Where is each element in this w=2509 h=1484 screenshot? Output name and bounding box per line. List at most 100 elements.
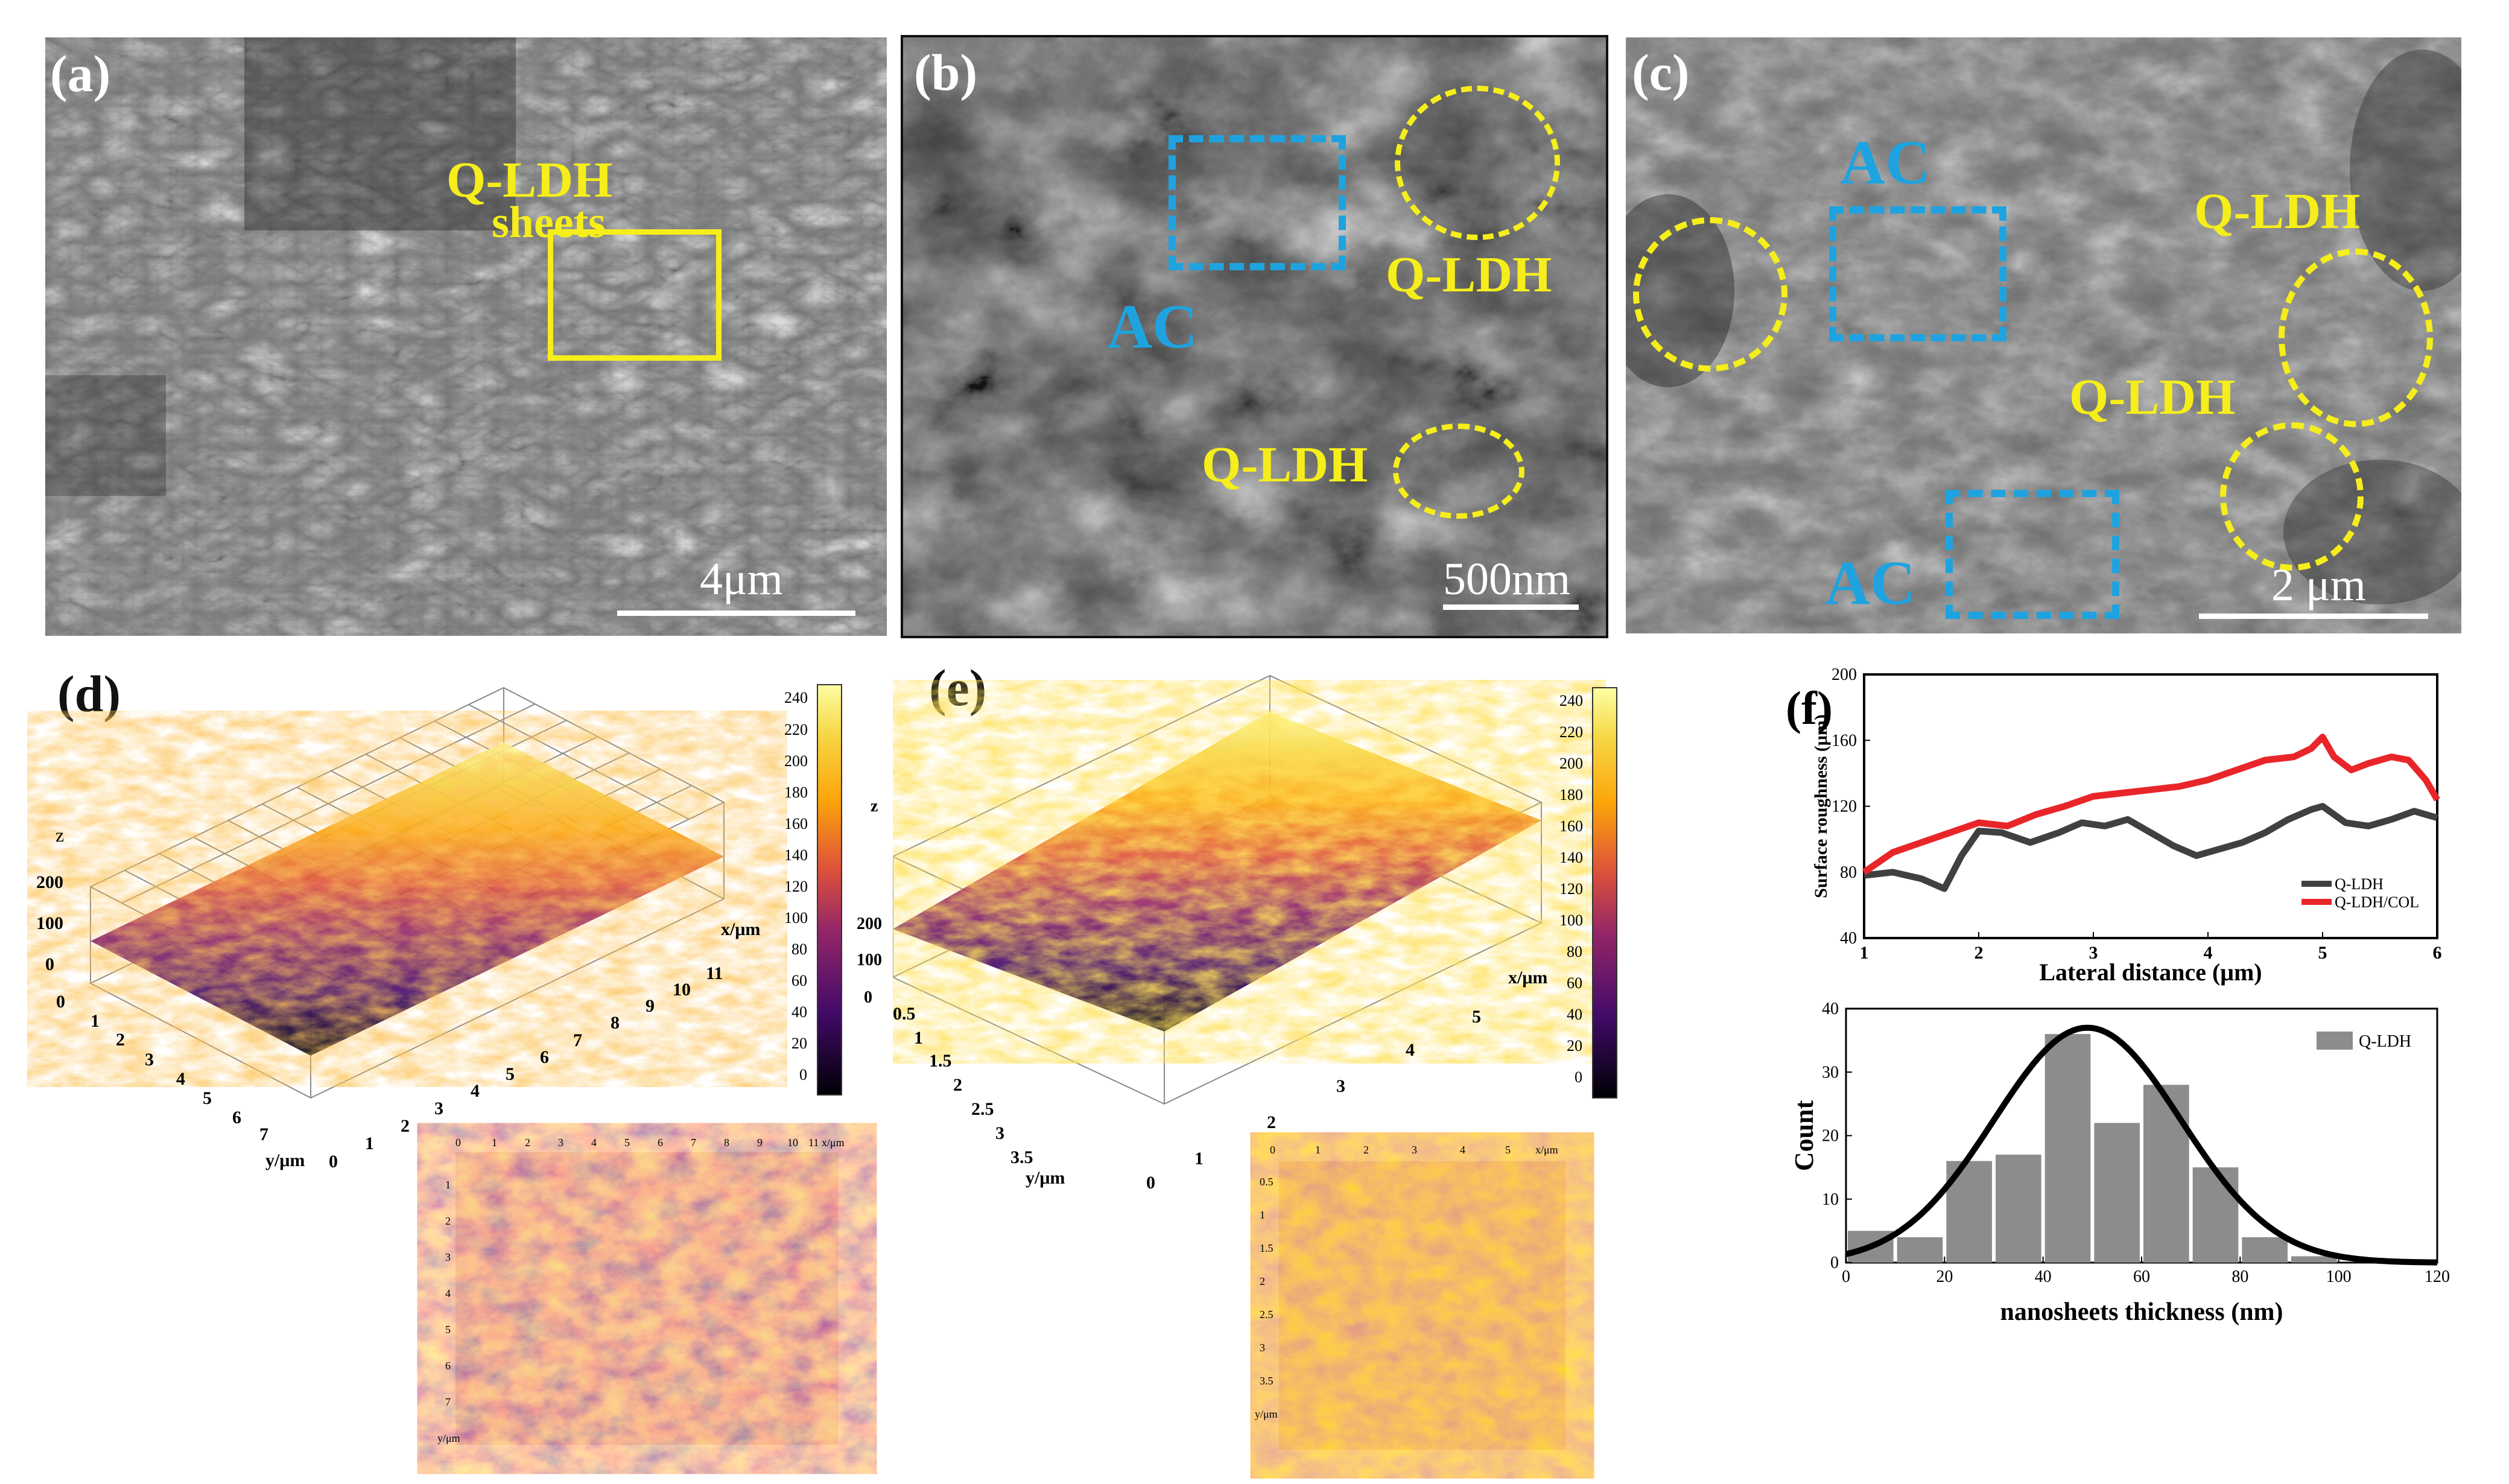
svg-text:2: 2	[1267, 1112, 1276, 1132]
svg-text:80: 80	[791, 940, 807, 958]
svg-text:10: 10	[673, 980, 691, 1000]
annotation-qldh-title: Q-LDH	[446, 152, 613, 208]
svg-text:z: z	[871, 797, 878, 816]
z-ticks-d: 200 100 0	[36, 872, 63, 974]
svg-text:5: 5	[506, 1064, 515, 1084]
svg-text:20: 20	[791, 1035, 807, 1052]
highlight-box-a	[548, 229, 722, 361]
svg-text:2: 2	[401, 1116, 410, 1136]
panel-label-d: (d)	[57, 665, 121, 723]
annotation-ac-c1: AC	[1840, 128, 1931, 197]
roughness-chart: 40 80 120 160 200 1 2 3 4 5 6 Lateral distance (μm)…	[1811, 665, 2442, 986]
legend-label-1: Q-LDH/COL	[2335, 893, 2419, 911]
svg-text:120: 120	[1559, 880, 1583, 898]
scale-bar-a	[617, 610, 855, 616]
x-tick-label: 1	[1860, 943, 1869, 963]
x-tick-label: 3	[2089, 943, 2098, 963]
svg-text:7: 7	[691, 1137, 696, 1149]
sem-image-c: (c) AC Q-LDH Q-LDH AC 2 μm	[1626, 37, 2461, 633]
svg-text:4: 4	[471, 1081, 480, 1101]
annotation-qldh-b1: Q-LDH	[1386, 247, 1552, 303]
svg-text:100: 100	[36, 913, 63, 933]
svg-text:x/μm: x/μm	[822, 1137, 845, 1149]
svg-text:4: 4	[591, 1137, 597, 1149]
svg-text:0: 0	[455, 1137, 461, 1149]
svg-text:5: 5	[203, 1088, 212, 1108]
x-axis-label-e: x/μm	[1508, 968, 1547, 988]
svg-text:3.5: 3.5	[1260, 1375, 1274, 1387]
svg-text:1: 1	[1194, 1149, 1204, 1168]
svg-text:100: 100	[784, 909, 808, 927]
panel-label-b: (b)	[914, 43, 978, 101]
x-tick-label: 2	[1975, 943, 1984, 963]
svg-text:0.5: 0.5	[1260, 1176, 1274, 1188]
legend-label-0: Q-LDH	[2335, 875, 2384, 893]
series-line-0	[1864, 803, 2438, 892]
gaussian-fit-curve	[1845, 1024, 2437, 1266]
svg-text:200: 200	[36, 872, 63, 892]
svg-text:1.5: 1.5	[929, 1051, 952, 1071]
svg-text:1: 1	[445, 1179, 451, 1191]
hist-x-tick-label: 80	[2231, 1267, 2248, 1286]
svg-text:3: 3	[1412, 1144, 1417, 1156]
svg-text:3: 3	[995, 1123, 1004, 1143]
sem-image-b: (b) Q-LDH AC Q-LDH 500nm	[901, 35, 1608, 638]
svg-text:7: 7	[445, 1396, 451, 1408]
svg-text:3.5: 3.5	[1010, 1147, 1033, 1167]
svg-text:60: 60	[1567, 974, 1582, 992]
svg-text:20: 20	[1567, 1037, 1582, 1054]
sem-texture-a	[45, 37, 887, 636]
svg-text:1: 1	[1315, 1144, 1321, 1156]
thickness-histogram: 0 10 20 30 40 0 20 40 60 80 100 120 nanosheets thick…	[1789, 1000, 2450, 1326]
svg-text:0: 0	[56, 992, 65, 1012]
z-axis-label-d: z	[56, 824, 64, 846]
x-tick-label: 5	[2318, 943, 2327, 963]
svg-text:2: 2	[1363, 1144, 1369, 1156]
hist-bar-3	[1996, 1155, 2041, 1263]
x-ticks-e: 1 2 3 4 5	[1194, 1007, 1481, 1168]
x-axis-label: Lateral distance (μm)	[2039, 959, 2262, 986]
hist-x-tick-label: 60	[2133, 1267, 2150, 1286]
y-ticks-e: 0.5 1 1.5 2 2.5 3 3.5 0	[893, 1004, 1155, 1193]
ac-box-b	[1169, 135, 1346, 270]
svg-text:240: 240	[784, 689, 808, 706]
svg-text:6: 6	[232, 1108, 241, 1127]
svg-text:10: 10	[787, 1137, 798, 1149]
svg-text:220: 220	[784, 721, 808, 738]
ac-box-c2	[1946, 490, 2119, 619]
svg-text:1: 1	[90, 1011, 100, 1031]
svg-text:1: 1	[1260, 1209, 1265, 1221]
hist-bar-8	[2242, 1237, 2288, 1263]
svg-text:11: 11	[808, 1137, 819, 1149]
svg-text:2: 2	[1260, 1275, 1265, 1287]
svg-text:120: 120	[784, 878, 808, 895]
svg-text:160: 160	[784, 815, 808, 832]
colorbar-d: 240 220 200 180 160 140 120 100 80 60 40…	[784, 684, 882, 1096]
svg-text:8: 8	[611, 1013, 620, 1033]
ac-box-c1	[1829, 206, 2006, 341]
annotation-qldh-b2: Q-LDH	[1202, 437, 1368, 493]
y-axis-label: Surface roughness (μm)	[1811, 714, 1831, 898]
svg-text:2: 2	[116, 1030, 125, 1050]
hist-y-tick-label: 40	[1822, 1000, 1839, 1018]
svg-text:9: 9	[757, 1137, 763, 1149]
svg-text:180: 180	[1559, 786, 1583, 804]
sem-image-a: (a) Q-LDH sheets 4μm	[45, 37, 887, 636]
svg-text:1: 1	[492, 1137, 497, 1149]
scale-label-a: 4μm	[700, 554, 783, 604]
svg-text:5: 5	[1472, 1007, 1481, 1027]
height-map-d: 0 1 2 3 4 5 6 7 8 9 10 11 x/μm 1 2 3 4 5…	[437, 1137, 845, 1445]
svg-text:3: 3	[445, 1251, 451, 1263]
x-tick-label: 6	[2433, 943, 2442, 963]
svg-text:200: 200	[857, 915, 882, 933]
svg-text:5: 5	[445, 1324, 451, 1336]
svg-text:y/μm: y/μm	[437, 1432, 460, 1444]
svg-text:4: 4	[1406, 1040, 1415, 1060]
svg-text:2: 2	[953, 1075, 962, 1095]
hist-x-tick-label: 0	[1842, 1267, 1850, 1286]
scale-label-c: 2 μm	[2271, 560, 2366, 610]
colorbar-e: 240 220 200 180 160 140 120 100 80 60 40…	[1559, 687, 1617, 1099]
svg-text:3: 3	[558, 1137, 563, 1149]
y-axis-label-e: y/μm	[1026, 1168, 1065, 1188]
hist-x-tick-label: 40	[2035, 1267, 2052, 1286]
